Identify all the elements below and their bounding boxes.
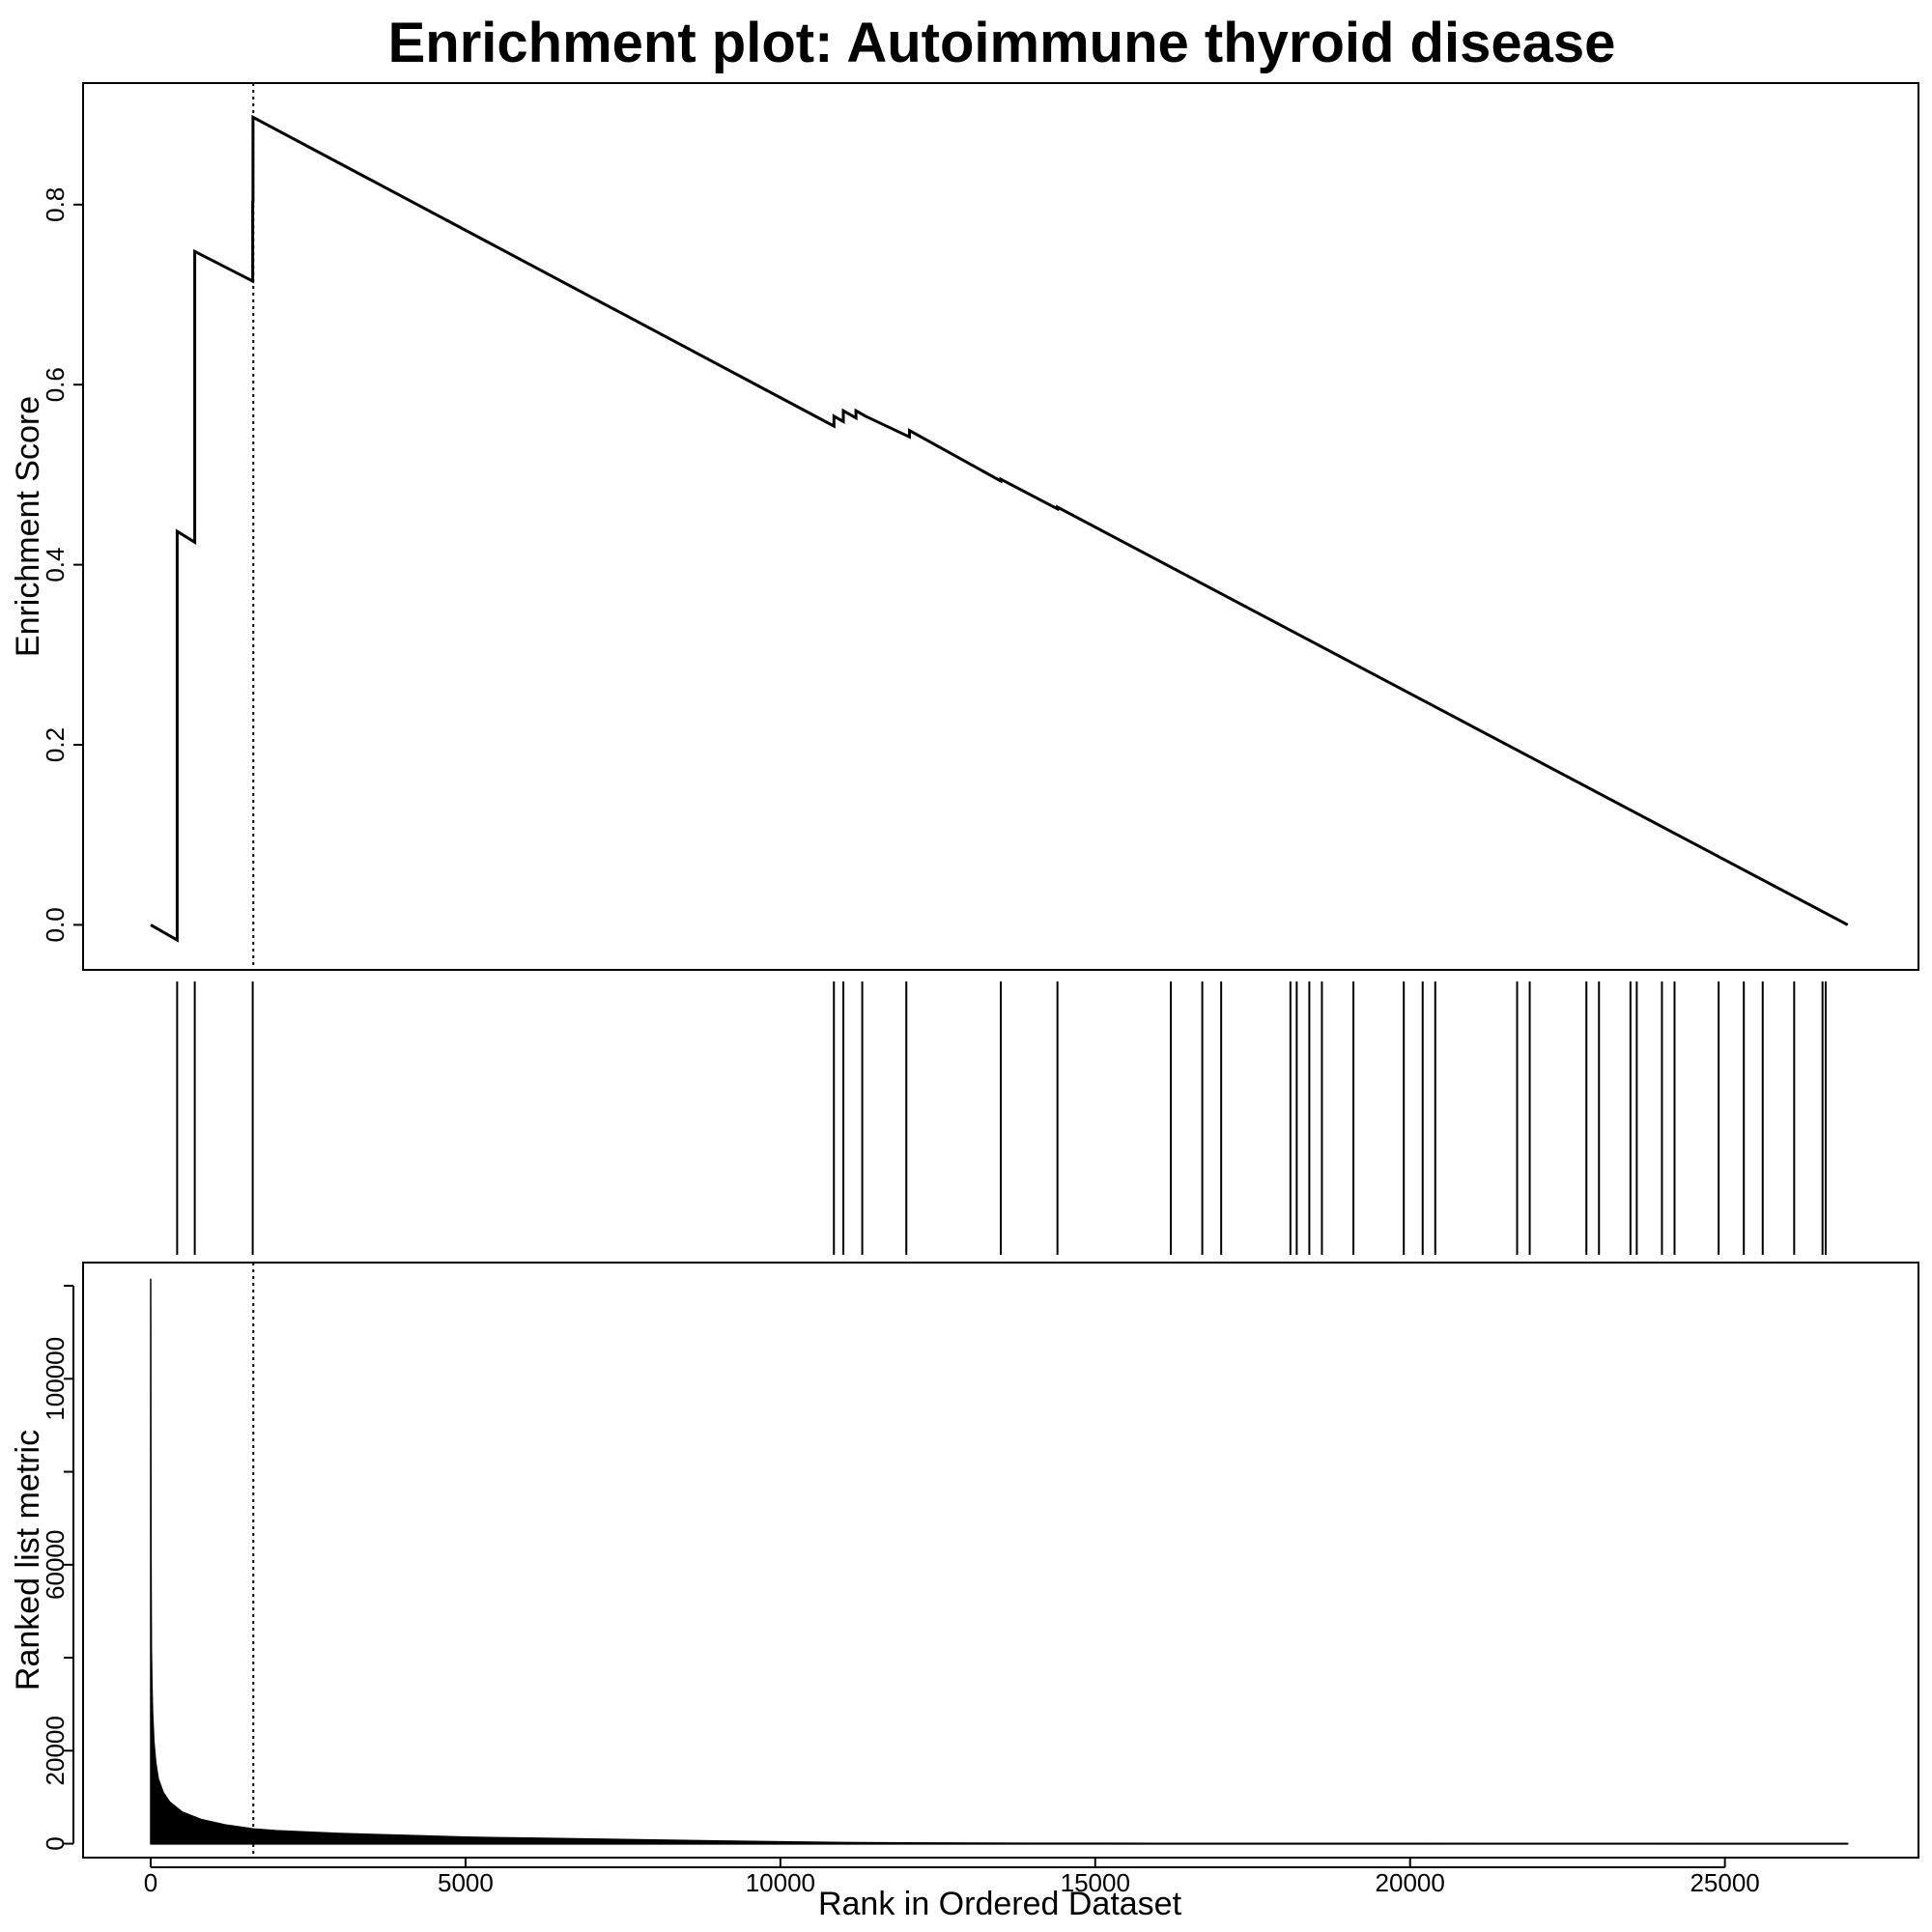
x-tick-label: 25000 [1690,1868,1759,1897]
enrichment-y-tick-label: 0.8 [41,187,70,222]
x-tick-label: 20000 [1376,1868,1445,1897]
x-tick-label: 15000 [1061,1868,1130,1897]
metric-y-axis-label: Ranked list metric [10,1430,46,1690]
enrichment-y-axis: 0.0 0.2 0.4 0.6 0.8 [41,187,83,942]
enrichment-y-axis-label: Enrichment Score [10,396,46,657]
enrichment-panel-frame [82,82,1919,971]
chart-title: Enrichment plot: Autoimmune thyroid dise… [388,12,1616,74]
x-axis-label: Rank in Ordered Dataset [818,1886,1182,1922]
enrichment-y-tick-label: 0.0 [41,907,70,942]
metric-y-tick-label: 60000 [41,1530,70,1600]
enrichment-y-tick-label: 0.6 [41,367,70,402]
x-tick-label: 0 [144,1868,157,1897]
x-axis: 0 5000 10000 15000 20000 25000 [144,1858,1760,1897]
metric-y-tick-label: 100000 [41,1337,70,1421]
metric-y-tick-label: 0 [41,1836,70,1850]
metric-y-axis: 0 20000 60000 100000 [41,1285,74,1851]
metric-y-tick-label: 20000 [41,1716,70,1785]
x-tick-label: 10000 [746,1868,815,1897]
x-tick-label: 5000 [438,1868,494,1897]
enrichment-y-tick-label: 0.4 [41,548,70,582]
ranked-metric-series [150,1278,1849,1845]
enrichment-y-tick-label: 0.2 [41,727,70,762]
enrichment-score-line [150,114,1849,943]
gene-hit-markers [176,981,1827,1255]
enrichment-score-series [150,114,1849,943]
metric-panel-frame [82,1262,1919,1859]
